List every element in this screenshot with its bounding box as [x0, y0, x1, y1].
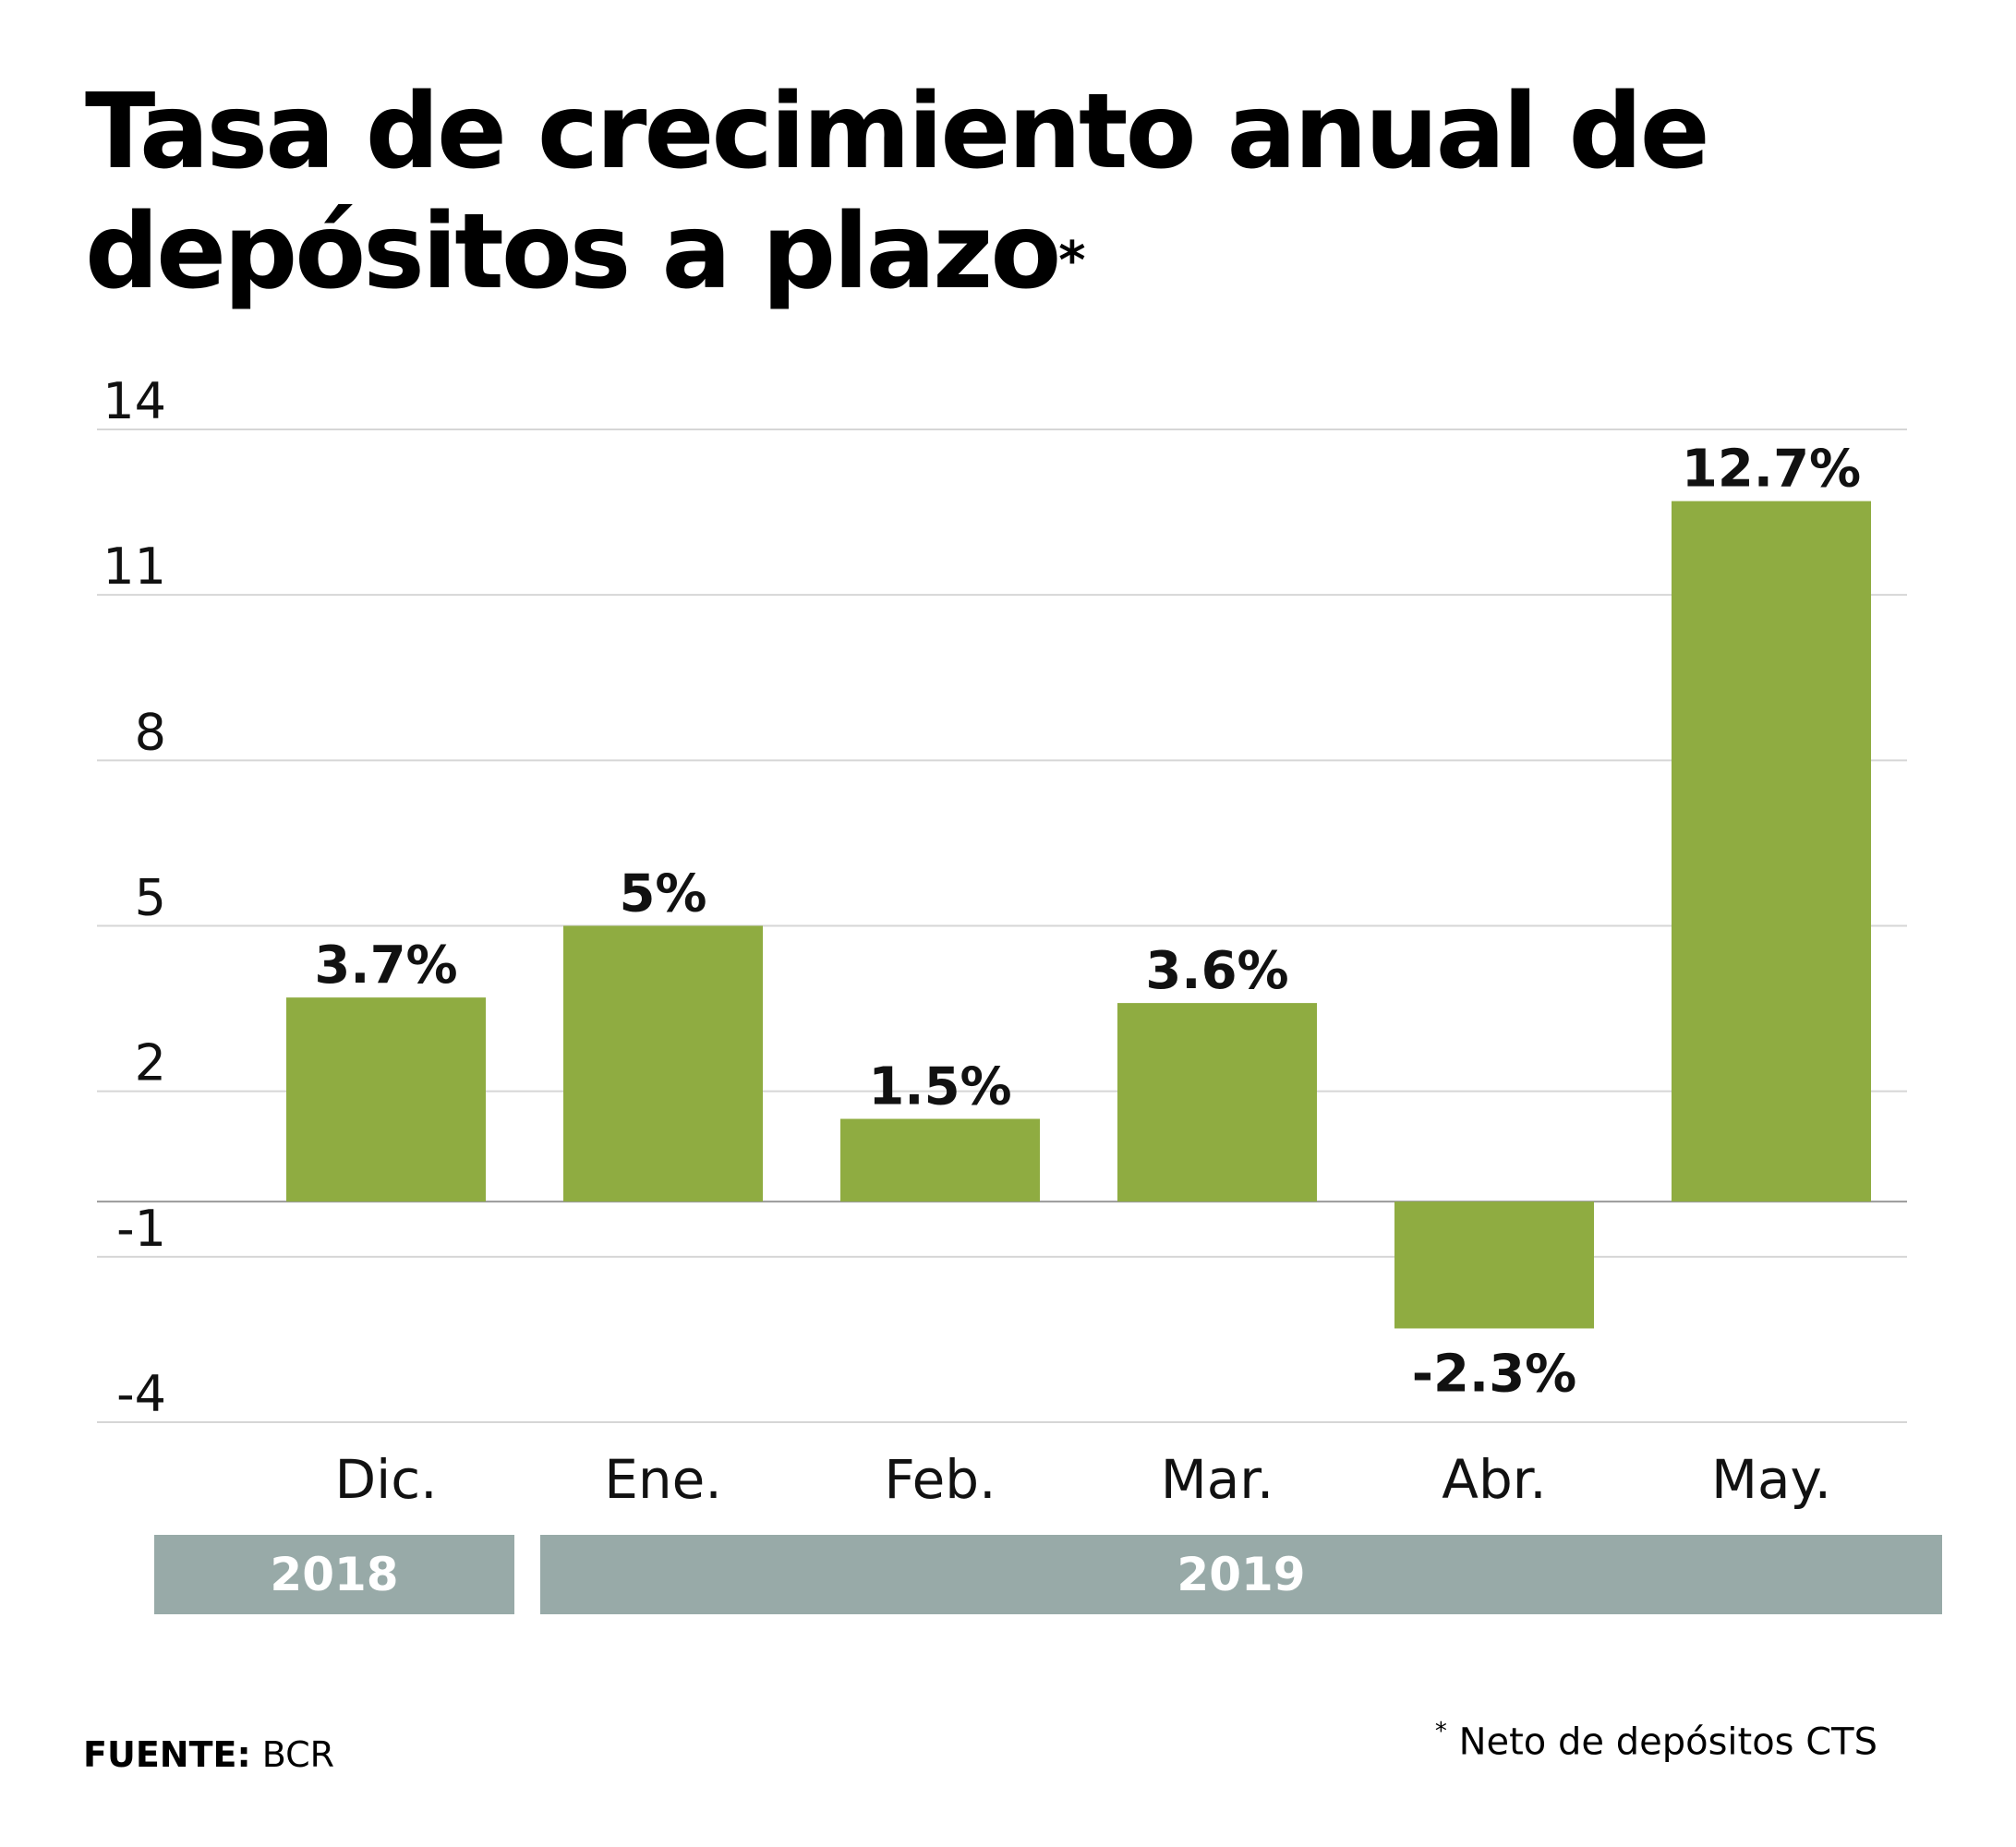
bar	[1394, 1201, 1594, 1329]
y-tick-label: 2	[135, 1034, 166, 1093]
footnote-text: Neto de depósitos CTS	[1458, 1720, 1877, 1764]
data-label: 5%	[619, 864, 706, 924]
category-label: Ene.	[604, 1448, 722, 1511]
y-tick-label: 11	[103, 537, 166, 596]
year-band-label: 2019	[1177, 1548, 1305, 1601]
category-label: May.	[1711, 1448, 1831, 1511]
y-tick-label: -4	[116, 1365, 166, 1423]
year-bands: 2018 2019	[154, 1535, 1942, 1614]
bar	[1117, 1003, 1317, 1202]
data-label: 1.5%	[868, 1057, 1011, 1117]
y-tick-label: -1	[116, 1200, 166, 1258]
footnote-marker: *	[1434, 1718, 1447, 1745]
source-note: FUENTE: BCR	[83, 1734, 334, 1775]
bar	[286, 997, 486, 1202]
grid-lines	[97, 429, 1907, 1423]
chart-title-line-1: Tasa de crecimiento anual de	[85, 72, 1710, 192]
data-label: -2.3%	[1412, 1344, 1577, 1404]
year-band-label: 2018	[270, 1548, 398, 1601]
bar	[1672, 501, 1871, 1202]
y-axis-tick-labels: 14 11 8 5 2 -1 -4	[103, 372, 166, 1423]
category-label: Mar.	[1161, 1448, 1274, 1511]
data-labels: 3.7% 5% 1.5% 3.6% -2.3% 12.7%	[314, 440, 1861, 1405]
x-axis-category-labels: Dic. Ene. Feb. Mar. Abr. May.	[334, 1448, 1831, 1511]
y-tick-label: 5	[135, 869, 166, 927]
bar-chart: 14 11 8 5 2 -1 -4 3.7% 5% 1.5% 3.6% -2.3% 12.7% Dic…	[97, 372, 1942, 1614]
data-label: 12.7%	[1682, 440, 1861, 500]
footnote: * Neto de depósitos CTS	[1434, 1718, 1877, 1764]
category-label: Abr.	[1442, 1448, 1546, 1511]
source-value: BCR	[261, 1734, 335, 1775]
chart-title-line-2: depósitos a plazo	[85, 192, 1061, 312]
bar	[563, 925, 763, 1202]
y-tick-label: 8	[135, 703, 166, 761]
data-label: 3.7%	[314, 936, 457, 996]
year-band	[154, 1535, 514, 1614]
category-label: Dic.	[334, 1448, 437, 1511]
bars	[286, 501, 1871, 1329]
bar	[840, 1118, 1040, 1202]
category-label: Feb.	[884, 1448, 996, 1511]
source-label: FUENTE:	[83, 1734, 251, 1775]
year-band	[540, 1535, 1942, 1614]
chart-title: Tasa de crecimiento anual de depósitos a…	[85, 72, 1710, 312]
y-tick-label: 14	[103, 372, 166, 430]
data-label: 3.6%	[1145, 941, 1288, 1001]
title-footnote-marker: *	[1058, 231, 1086, 291]
